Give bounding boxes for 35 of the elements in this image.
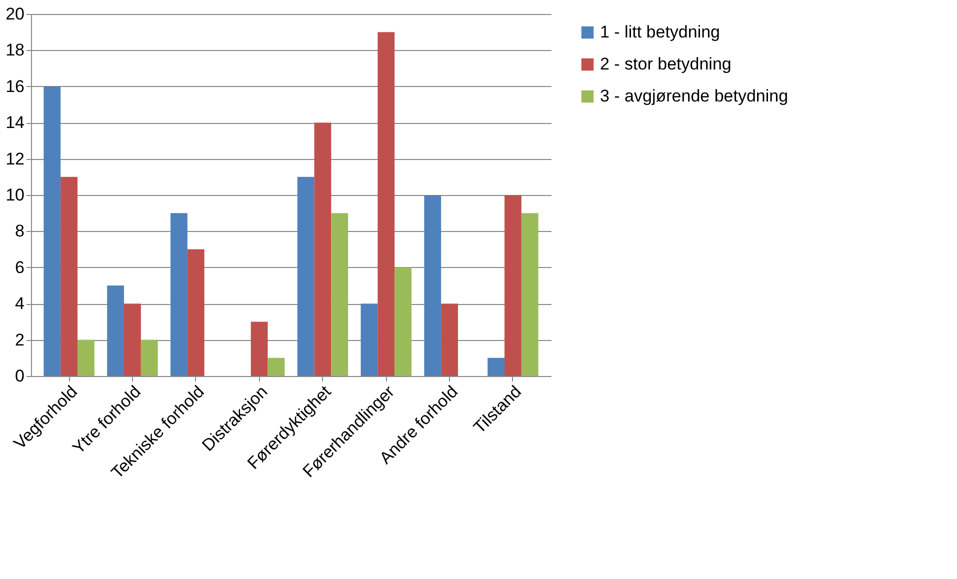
bar: [268, 358, 285, 376]
bar: [187, 249, 204, 376]
y-tick-label: 8: [15, 222, 24, 241]
bar: [314, 122, 332, 376]
y-tick-label: 16: [6, 76, 24, 96]
bar: [360, 304, 378, 376]
y-tick-label: 12: [6, 149, 24, 168]
bar: [424, 195, 442, 376]
y-tick-label: 6: [15, 258, 24, 277]
bar: [297, 176, 314, 376]
bar: [124, 304, 141, 376]
bar: [331, 213, 348, 376]
bar: [250, 322, 268, 376]
legend-label: 1 - litt betydning: [600, 22, 720, 42]
bar: [521, 213, 538, 376]
bar: [140, 340, 158, 376]
y-tick-label: 4: [15, 294, 24, 314]
legend-label: 2 - stor betydning: [600, 54, 732, 74]
bar: [170, 213, 188, 376]
bar: [60, 176, 78, 376]
bar: [107, 286, 124, 376]
bar: [44, 86, 61, 376]
bar: [504, 195, 522, 376]
y-tick-label: 18: [6, 40, 24, 60]
bar: [78, 340, 94, 376]
bar: [441, 304, 458, 376]
y-tick-label: 14: [6, 113, 24, 132]
legend-label: 3 - avgjørende betydning: [600, 86, 788, 106]
y-tick-label: 2: [15, 330, 24, 350]
y-tick-label: 20: [6, 4, 24, 24]
y-tick-label: 0: [15, 366, 24, 386]
y-tick-label: 10: [6, 186, 24, 204]
bar: [488, 358, 504, 376]
bar: [394, 267, 412, 376]
bar: [378, 32, 395, 376]
